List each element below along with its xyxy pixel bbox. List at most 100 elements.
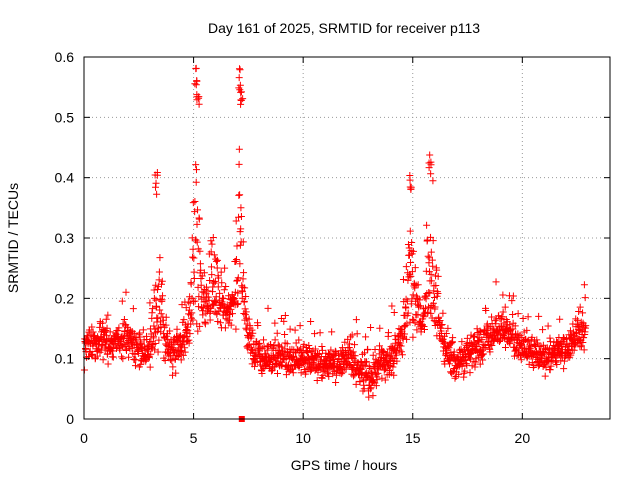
data-point <box>258 369 266 377</box>
data-point <box>190 275 198 283</box>
data-point <box>153 302 160 310</box>
data-point <box>185 339 193 347</box>
data-point <box>390 371 398 379</box>
data-point <box>161 356 169 364</box>
data-point <box>339 368 347 376</box>
data-point <box>137 360 145 368</box>
data-point <box>499 308 507 316</box>
data-point <box>566 327 574 335</box>
data-point <box>567 351 575 359</box>
data-point <box>411 264 419 272</box>
data-point <box>267 340 275 348</box>
data-point <box>406 227 414 235</box>
data-point <box>180 316 188 324</box>
data-point <box>313 377 321 385</box>
data-point <box>88 323 96 331</box>
data-point <box>455 370 463 378</box>
data-point <box>351 352 359 360</box>
data-point <box>462 360 470 368</box>
data-point <box>270 342 278 350</box>
data-point <box>348 331 356 339</box>
data-point <box>327 346 335 354</box>
data-point <box>479 350 487 358</box>
data-point <box>511 322 519 330</box>
data-point <box>232 255 240 263</box>
peak-point <box>427 170 435 178</box>
data-point <box>528 333 536 341</box>
data-point <box>157 310 165 318</box>
data-point <box>241 284 249 292</box>
data-point <box>542 346 550 354</box>
data-point <box>580 346 588 354</box>
data-point <box>313 354 321 362</box>
data-point <box>492 278 500 286</box>
data-point <box>146 363 154 371</box>
data-point <box>401 321 409 329</box>
data-point <box>479 356 487 364</box>
y-tick-label: 0.4 <box>55 170 75 186</box>
data-point <box>525 360 533 368</box>
data-point <box>434 272 442 280</box>
data-point <box>423 221 431 229</box>
data-point <box>234 300 242 308</box>
data-point <box>552 353 560 361</box>
data-point <box>186 330 194 338</box>
data-point <box>189 316 197 324</box>
data-point <box>580 334 588 342</box>
data-point <box>118 353 126 361</box>
data-point <box>216 319 224 327</box>
data-point <box>396 346 404 354</box>
data-point <box>145 353 153 361</box>
data-point <box>262 350 270 358</box>
data-point <box>196 322 204 330</box>
data-point <box>93 352 101 360</box>
data-point <box>408 238 416 246</box>
data-point <box>353 330 361 338</box>
data-point <box>581 328 589 336</box>
data-point <box>220 295 228 303</box>
data-point <box>534 362 542 370</box>
data-point <box>578 342 586 350</box>
data-point <box>197 281 205 289</box>
y-tick-label: 0.3 <box>55 230 75 246</box>
data-point <box>190 254 198 262</box>
data-point <box>222 315 230 323</box>
data-point <box>197 266 205 274</box>
data-point <box>240 269 248 277</box>
data-point <box>232 217 240 225</box>
data-point <box>579 309 587 317</box>
data-point <box>103 324 111 332</box>
data-point <box>226 316 234 324</box>
data-point <box>237 204 245 212</box>
peak-point <box>193 77 201 85</box>
data-point <box>575 308 583 316</box>
data-point <box>206 277 214 285</box>
data-point <box>201 320 209 328</box>
data-point <box>191 297 199 305</box>
data-point <box>192 178 200 186</box>
data-point <box>267 367 275 375</box>
data-point <box>546 338 554 346</box>
data-point <box>159 316 167 324</box>
data-point <box>388 302 396 310</box>
data-point <box>200 298 208 306</box>
data-point <box>158 296 166 304</box>
data-point <box>546 334 554 342</box>
data-point <box>214 283 222 291</box>
data-point <box>488 313 496 321</box>
data-point <box>109 353 117 361</box>
data-point <box>169 363 177 371</box>
data-point <box>515 347 523 355</box>
data-point <box>574 316 582 324</box>
data-point <box>434 289 442 297</box>
data-point <box>156 254 164 262</box>
peak-point <box>152 183 160 191</box>
data-point <box>351 341 359 349</box>
data-point <box>426 289 434 297</box>
data-point <box>362 333 370 341</box>
data-point <box>523 326 531 334</box>
data-point <box>191 208 199 216</box>
data-point <box>242 293 250 300</box>
data-point <box>378 374 386 382</box>
data-point <box>442 329 450 337</box>
